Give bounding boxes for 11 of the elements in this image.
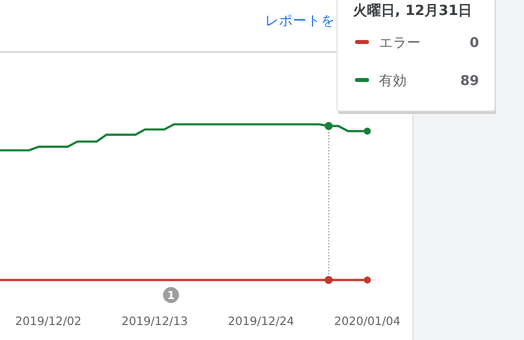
x-tick-label: 2019/12/02: [15, 314, 82, 328]
legend-title: 火曜日, 12月31日: [353, 3, 472, 19]
x-tick-label: 2019/12/13: [122, 314, 188, 328]
x-tick-label: 2020/01/04: [334, 314, 400, 328]
text: レポートを: [265, 13, 335, 29]
legend-label: 有効: [379, 73, 407, 89]
text: 89: [460, 73, 479, 89]
x-tick-label: 2019/12/24: [228, 314, 294, 328]
legend-label: エラー: [379, 35, 421, 51]
text: 1: [167, 289, 175, 302]
text: 0: [470, 35, 479, 51]
